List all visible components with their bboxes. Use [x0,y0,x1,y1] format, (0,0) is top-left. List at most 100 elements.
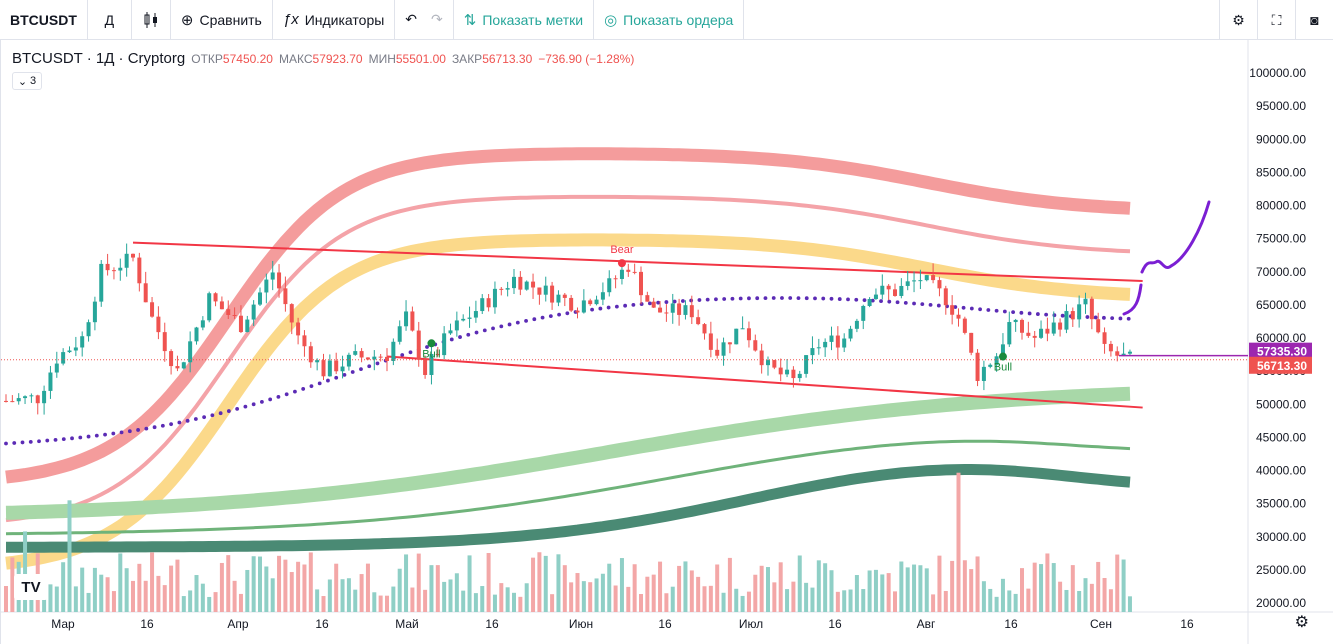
volume-bar [708,585,713,612]
volume-bar [639,593,643,612]
volume-bar [131,580,135,612]
candle-body [200,320,205,328]
ma-dot [978,307,982,312]
ma-dot [359,367,363,372]
chart-area[interactable]: Bear Bull Bull 100000.00 95000.00 90000.00 850… [0,40,1333,644]
ma-dot [747,296,751,301]
candle-body [321,360,326,377]
indicators-button[interactable]: ƒx Индикаторы [273,0,396,40]
function-icon: ƒx [282,11,299,28]
candle-body [270,272,275,280]
volume-bar [397,568,402,612]
volume-bar [772,582,777,612]
candle-body [1064,311,1069,330]
candle-body [854,320,859,329]
volume-bar [42,588,47,612]
legend-high-key: МАКС [278,51,313,66]
candle-body [1051,322,1056,334]
volume-bar [378,595,383,612]
price-tick-label: 95000.00 [1256,99,1306,113]
fullscreen-button[interactable]: ⛶ [1257,0,1295,40]
ma-dot [507,322,512,327]
candle-body [499,288,504,290]
show-orders-button[interactable]: ◎ Показать ордера [594,0,745,40]
ma-dot [326,378,330,383]
volume-bar [905,567,910,612]
candle-body [639,271,643,296]
ma-dot [1002,309,1007,314]
candle-body [931,275,936,281]
undo-button[interactable]: ↶ ↷ [395,0,454,40]
candle-body [835,335,840,348]
settings-button[interactable]: ⚙ [1219,0,1257,40]
redo-icon[interactable]: ↷ [431,11,443,27]
chart-svg[interactable]: Bear Bull Bull 100000.00 95000.00 90000.00 850… [1,40,1333,644]
candle-body [600,292,605,300]
volume-bar [1089,583,1094,612]
ma-dot [119,430,124,435]
ma-dot [185,418,190,423]
volume-bar [461,590,466,612]
ma-dot [829,296,834,301]
candle-body [1000,344,1005,357]
candle-body [924,275,929,281]
ma-dot [218,411,223,416]
price-tick-label: 25000.00 [1256,563,1306,577]
time-tick-label: Сен [1090,617,1112,631]
chart-type-button[interactable] [132,0,171,40]
legend-collapse-toggle[interactable]: ⌄ 3 [12,72,42,90]
volume-bar [61,562,66,612]
ma-dot [994,308,999,313]
price-tick-label: 90000.00 [1256,132,1306,146]
show-marks-button[interactable]: ⇅ Показать метки [454,0,595,40]
interval-button[interactable]: Д [88,0,132,40]
chart-settings-gear[interactable]: ⚙ [1295,612,1309,632]
candle-body [467,317,472,319]
candle-body [677,303,682,315]
candle-body [480,298,485,312]
ma-dot [936,303,941,308]
candle-body [42,390,47,404]
ma-dot [590,307,595,312]
candle-body [118,267,123,271]
candle-body [766,360,770,366]
ma-dot [862,298,867,303]
candle-body [23,396,28,399]
volume-bar [423,589,428,612]
ma-dot [903,300,908,305]
target-icon: ◎ [604,11,618,29]
volume-bar [372,592,377,612]
ma-dot [813,296,817,301]
volume-bar [315,589,320,612]
candle-body [842,338,847,348]
price-tick-label: 40000.00 [1256,464,1306,478]
symbol-search-button[interactable]: BTCUSDT [0,0,88,40]
screenshot-button[interactable]: ◙ [1295,0,1333,40]
compare-button[interactable]: ⊕ Сравнить [171,0,273,40]
candle-body [327,360,332,377]
volume-bar [73,586,78,612]
volume-bar [715,564,720,612]
volume-bar [302,564,307,612]
candle-body [816,347,821,349]
candle-body [486,298,491,308]
volume-bar [842,590,847,612]
candle-body [562,294,567,298]
volume-bar [270,578,275,612]
ma-dot [491,326,495,331]
volume-bar [1127,596,1132,612]
ma-dot [548,314,553,318]
volume-bar [296,561,301,612]
candle-body [1013,319,1018,323]
candle-body [988,364,993,367]
candle-body [594,299,599,305]
price-axis-bg [1248,40,1333,644]
ma-dot [293,389,297,394]
candle-body [454,320,459,331]
candle-body [124,253,129,268]
ma-dot [887,299,892,304]
volume-bar [92,567,97,612]
volume-bar [994,596,999,612]
ma-dot [1052,313,1057,318]
candle-body [143,283,148,303]
